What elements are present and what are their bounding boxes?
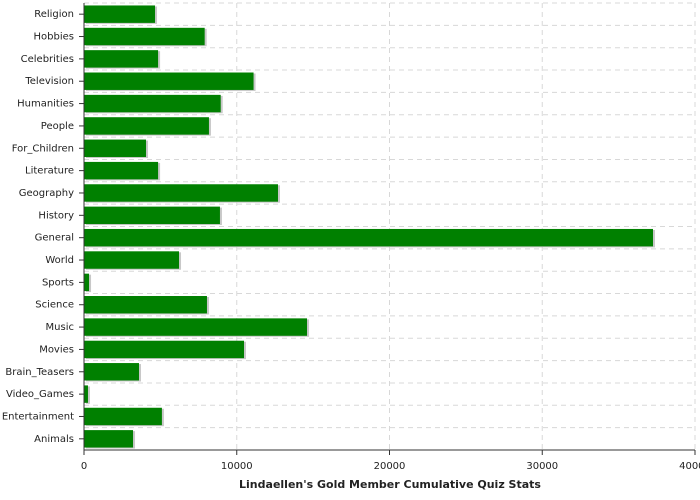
bar [84, 430, 134, 448]
bar-shadow [86, 386, 90, 404]
x-axis-title: Lindaellen's Gold Member Cumulative Quiz… [239, 478, 541, 491]
y-tick-label: Geography [19, 188, 74, 199]
bar [84, 363, 139, 381]
x-tick-label: 40000 [679, 461, 700, 472]
bar [84, 50, 159, 68]
x-tick-label: 0 [81, 461, 87, 472]
bar [84, 296, 207, 314]
y-tick-label: For_Children [12, 143, 74, 154]
y-tick-label: Video_Games [6, 389, 74, 400]
bar [84, 184, 278, 202]
y-tick-label: Science [35, 300, 74, 311]
bar [84, 94, 221, 113]
bar [84, 161, 159, 180]
y-tick-label: Humanities [17, 99, 74, 110]
y-tick-label: World [45, 255, 74, 266]
bar [84, 340, 245, 359]
bar [84, 385, 88, 403]
y-tick-label: Brain_Teasers [5, 367, 74, 378]
y-tick-label: Sports [42, 277, 74, 288]
y-tick-label: Religion [34, 9, 74, 20]
y-tick-label: Television [24, 76, 74, 87]
y-tick-label: Movies [39, 344, 74, 355]
x-tick-label: 20000 [374, 461, 406, 472]
y-tick-label: Entertainment [2, 411, 74, 422]
bar [84, 251, 180, 269]
bar [84, 72, 254, 90]
y-tick-label: Music [46, 322, 74, 333]
bar [84, 5, 156, 23]
y-tick-label: Hobbies [34, 32, 74, 43]
x-tick-label: 10000 [221, 461, 253, 472]
bar [84, 206, 220, 225]
bar [84, 318, 308, 336]
y-tick-label: People [41, 121, 74, 132]
bar [84, 139, 147, 157]
y-tick-label: Animals [34, 434, 74, 445]
x-tick-label: 30000 [526, 461, 558, 472]
y-tick-label: Celebrities [21, 54, 74, 65]
y-tick-label: History [38, 210, 74, 221]
bar [84, 27, 205, 46]
bar [84, 228, 653, 247]
bar [84, 117, 209, 135]
y-tick-label: General [35, 233, 74, 244]
bar [84, 407, 162, 426]
y-tick-label: Literature [25, 166, 74, 177]
bar [84, 273, 90, 292]
